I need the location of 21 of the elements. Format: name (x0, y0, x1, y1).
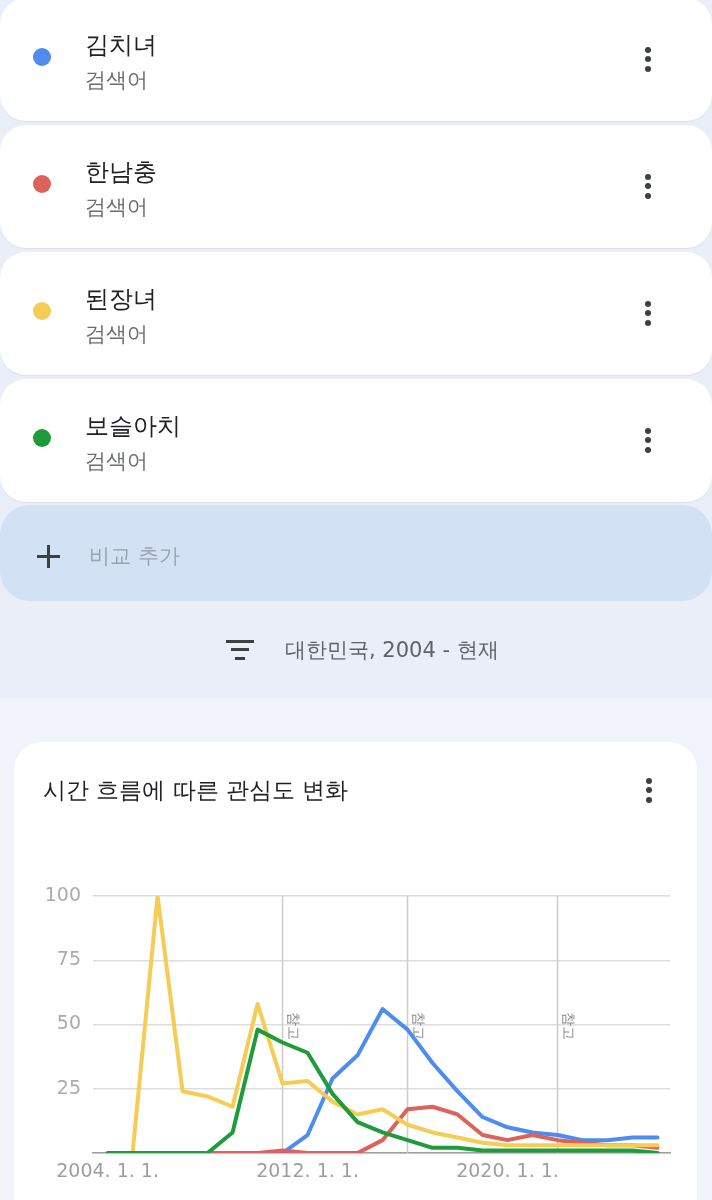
x-tick-label: 2012. 1. 1. (256, 1159, 359, 1182)
text: 검색어 (85, 448, 148, 475)
ref-line-label: 참고 (560, 1011, 577, 1040)
y-tick-label: 100 (44, 882, 81, 905)
y-tick-label: 75 (56, 947, 81, 970)
legend-label: 보슬아치 (85, 411, 181, 441)
chart-title: 시간 흐름에 따른 관심도 변화 (43, 776, 349, 805)
text: 검색어 (85, 194, 148, 221)
legend-label: 된장녀 (85, 284, 157, 314)
text: 검색어 (85, 67, 148, 94)
legend-label: 한남충 (85, 157, 157, 187)
add-comparison-button[interactable]: 비교 추가 (0, 505, 712, 601)
legend-label: 김치녀 (85, 30, 157, 60)
ref-line-label: 참고 (410, 1011, 427, 1040)
x-tick-label: 2020. 1. 1. (456, 1159, 559, 1182)
text: 검색어 (85, 321, 148, 348)
y-tick-label: 25 (56, 1075, 81, 1098)
chart-subtitle: 대한민국, 2004 - 현재 (285, 637, 499, 664)
ref-line-label: 참고 (285, 1011, 302, 1040)
x-tick-label: 2004. 1. 1. (56, 1159, 159, 1182)
y-tick-label: 50 (56, 1011, 81, 1034)
